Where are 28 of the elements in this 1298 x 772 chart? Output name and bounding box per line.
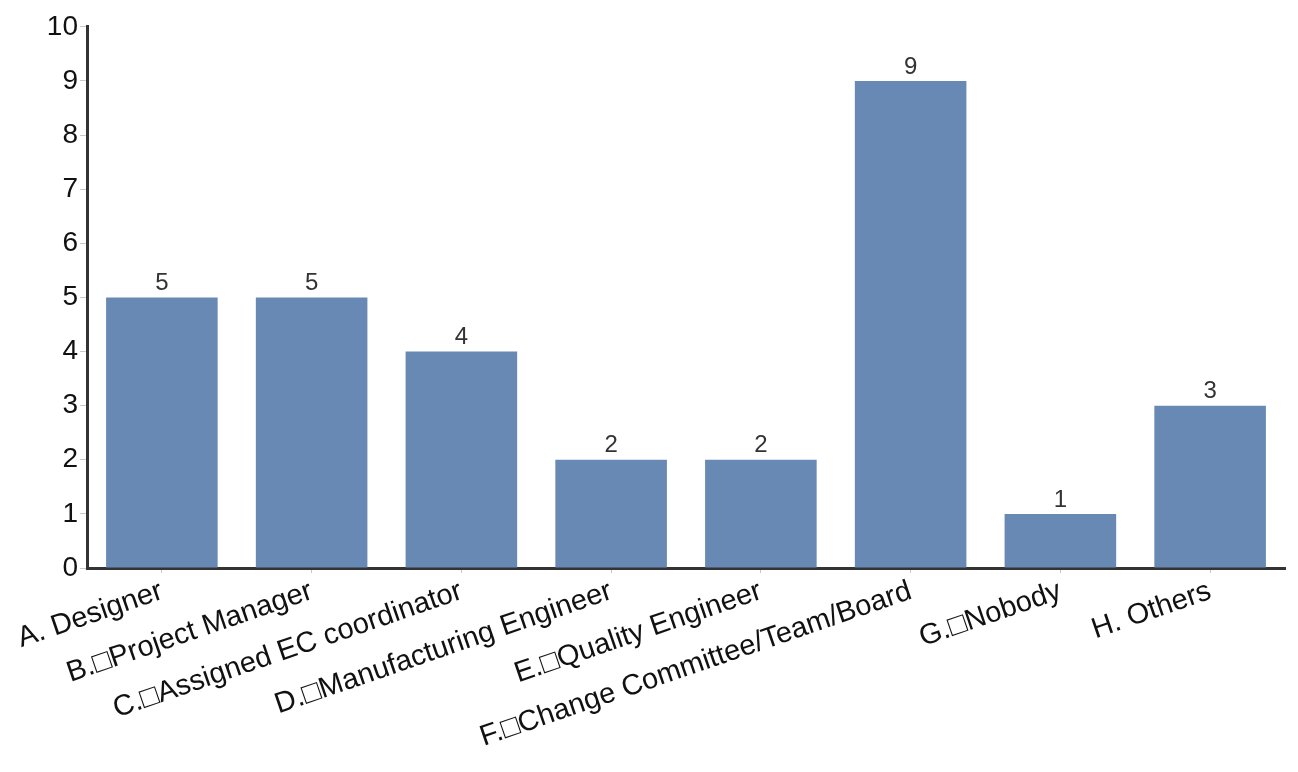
data-label: 2: [604, 430, 618, 458]
data-label: 1: [1053, 484, 1068, 512]
bar: [854, 80, 967, 568]
y-tick-label: 1: [62, 496, 78, 528]
bar: [705, 459, 817, 568]
bar: [1004, 513, 1117, 568]
data-label: 9: [903, 51, 918, 79]
y-tick-label: 9: [62, 63, 78, 95]
y-tick-label: 8: [62, 117, 78, 149]
y-tick-label: 10: [46, 9, 78, 41]
bar: [106, 297, 218, 568]
bar: [555, 459, 667, 568]
data-label: 4: [454, 322, 469, 350]
y-tick-label: 7: [62, 171, 78, 203]
y-tick-label: 4: [62, 334, 78, 366]
bar: [405, 351, 518, 568]
y-tick-label: 2: [62, 442, 78, 474]
data-label: 2: [754, 430, 768, 458]
y-tick-label: 0: [62, 550, 78, 582]
bar: [255, 297, 368, 568]
y-tick-label: 5: [62, 280, 78, 312]
data-label: 3: [1203, 376, 1217, 404]
bar: [1154, 405, 1266, 568]
data-label: 5: [304, 268, 319, 296]
y-tick-label: 6: [62, 226, 78, 257]
y-tick-label: 3: [62, 388, 78, 420]
x-tick-label: H. Others: [1086, 573, 1215, 645]
data-label: 5: [155, 268, 169, 296]
